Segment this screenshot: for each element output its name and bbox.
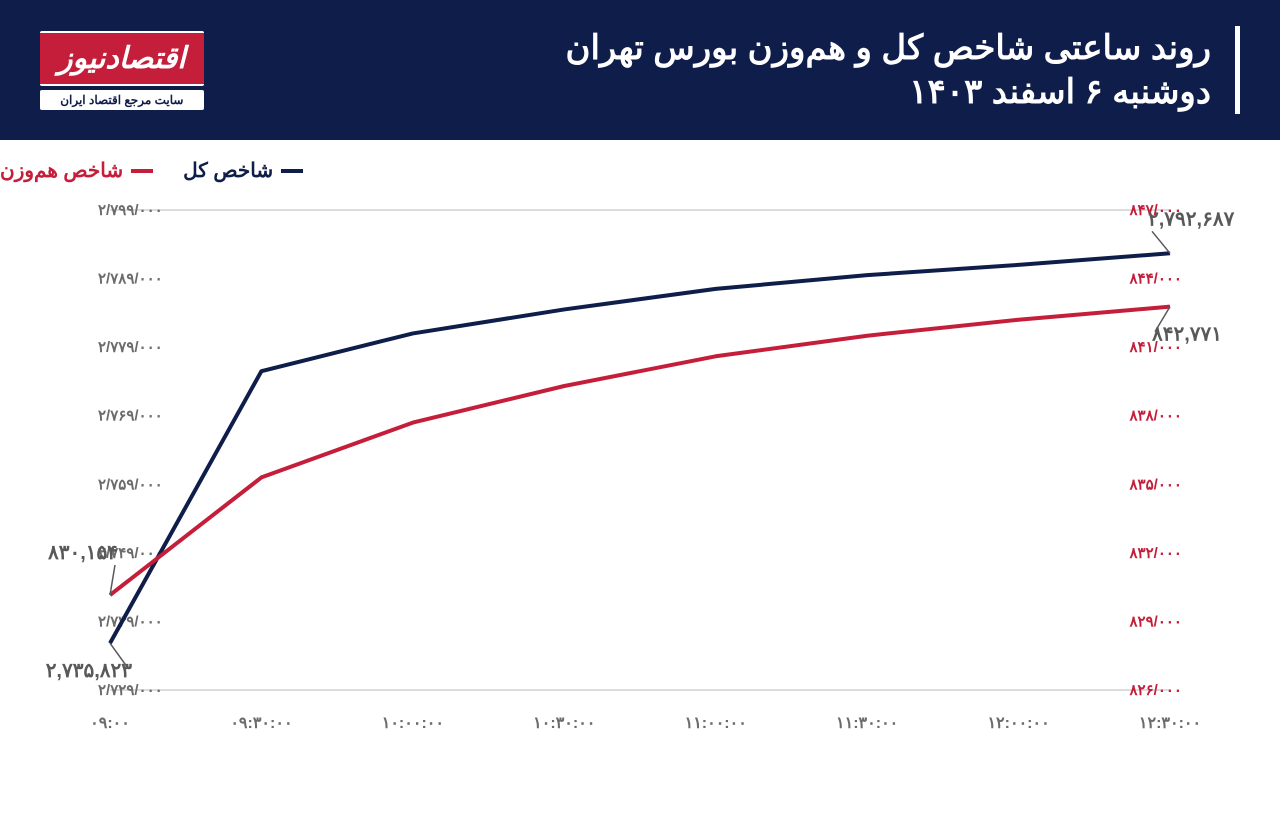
logo-text: اقتصادنیوز: [40, 31, 204, 86]
chart-title-line2: دوشنبه ۶ اسفند ۱۴۰۳: [565, 70, 1211, 114]
callout-start-equal: ۸۳۰,۱۵۴: [47, 542, 118, 564]
legend-label-total: شاخص کل: [183, 158, 273, 183]
callout-end-equal: ۸۴۲,۷۷۱: [1151, 324, 1222, 346]
svg-text:۸۳۲/۰۰۰: ۸۳۲/۰۰۰: [1128, 545, 1182, 562]
svg-text:۲/۷۲۹/۰۰۰: ۲/۷۲۹/۰۰۰: [98, 682, 163, 699]
logo: اقتصادنیوز سایت مرجع اقتصاد ایران: [40, 31, 204, 110]
svg-text:۸۲۹/۰۰۰: ۸۲۹/۰۰۰: [1128, 613, 1182, 630]
legend-item-total: شاخص کل: [183, 158, 303, 183]
svg-text:۲/۷۶۹/۰۰۰: ۲/۷۶۹/۰۰۰: [98, 408, 163, 425]
svg-text:۱۱:۳۰:۰۰: ۱۱:۳۰:۰۰: [836, 715, 898, 732]
chart-svg: ۲/۷۲۹/۰۰۰۲/۷۳۹/۰۰۰۲/۷۴۹/۰۰۰۲/۷۵۹/۰۰۰۲/۷۶…: [0, 200, 1280, 780]
series-total-line: [110, 253, 1170, 643]
svg-text:۲/۷۳۹/۰۰۰: ۲/۷۳۹/۰۰۰: [98, 613, 163, 630]
svg-text:۱۰:۰۰:۰۰: ۱۰:۰۰:۰۰: [382, 715, 444, 732]
header: روند ساعتی شاخص کل و هم‌وزن بورس تهران د…: [0, 0, 1280, 140]
svg-text:۸۲۶/۰۰۰: ۸۲۶/۰۰۰: [1128, 682, 1182, 699]
svg-text:۸۴۴/۰۰۰: ۸۴۴/۰۰۰: [1128, 271, 1182, 288]
svg-text:۲/۷۵۹/۰۰۰: ۲/۷۵۹/۰۰۰: [98, 476, 163, 493]
callout-start-total: ۲,۷۳۵,۸۲۳: [46, 660, 133, 682]
legend-swatch-equal: [131, 169, 153, 173]
svg-text:۰۹:۳۰:۰۰: ۰۹:۳۰:۰۰: [230, 715, 292, 732]
svg-text:۱۲:۰۰:۰۰: ۱۲:۰۰:۰۰: [987, 715, 1049, 732]
svg-text:۲/۷۷۹/۰۰۰: ۲/۷۷۹/۰۰۰: [98, 339, 163, 356]
svg-text:۱۰:۳۰:۰۰: ۱۰:۳۰:۰۰: [533, 715, 595, 732]
callout-end-total: ۲,۷۹۲,۶۸۷: [1148, 208, 1235, 230]
chart-title-line1: روند ساعتی شاخص کل و هم‌وزن بورس تهران: [565, 26, 1211, 70]
logo-subtitle: سایت مرجع اقتصاد ایران: [40, 90, 204, 110]
svg-text:۱۲:۳۰:۰۰: ۱۲:۳۰:۰۰: [1139, 715, 1201, 732]
legend-label-equal: شاخص هم‌وزن: [0, 158, 123, 183]
svg-text:۲/۷۸۹/۰۰۰: ۲/۷۸۹/۰۰۰: [98, 271, 163, 288]
legend-swatch-total: [281, 169, 303, 173]
chart: ۲/۷۲۹/۰۰۰۲/۷۳۹/۰۰۰۲/۷۴۹/۰۰۰۲/۷۵۹/۰۰۰۲/۷۶…: [0, 200, 1280, 780]
svg-text:۰۹:۰۰: ۰۹:۰۰: [90, 715, 130, 732]
series-equal-line: [110, 307, 1170, 595]
svg-text:۸۳۵/۰۰۰: ۸۳۵/۰۰۰: [1128, 476, 1182, 493]
title-block: روند ساعتی شاخص کل و هم‌وزن بورس تهران د…: [565, 26, 1240, 114]
legend-item-equal: شاخص هم‌وزن: [0, 158, 153, 183]
svg-text:۸۳۸/۰۰۰: ۸۳۸/۰۰۰: [1128, 408, 1182, 425]
svg-text:۲/۷۹۹/۰۰۰: ۲/۷۹۹/۰۰۰: [98, 202, 163, 219]
svg-text:۱۱:۰۰:۰۰: ۱۱:۰۰:۰۰: [685, 715, 747, 732]
legend: شاخص کل شاخص هم‌وزن: [0, 140, 1280, 193]
